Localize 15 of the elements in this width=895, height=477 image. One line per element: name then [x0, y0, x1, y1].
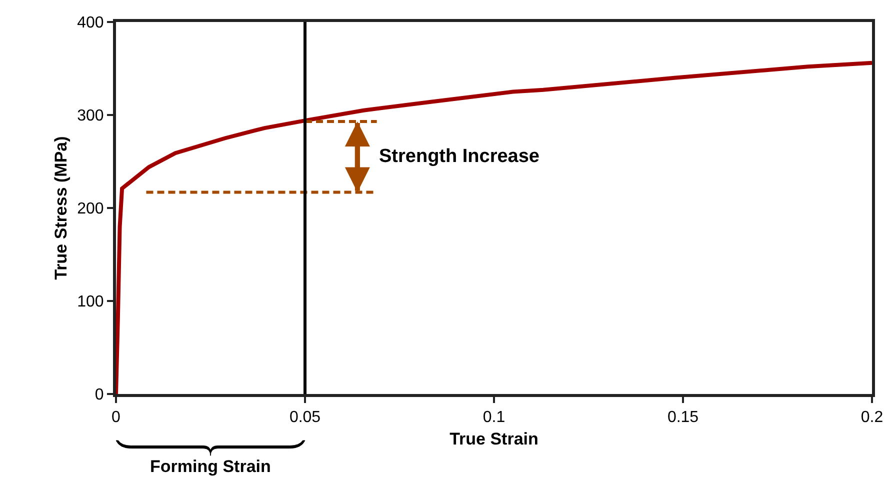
line-series [116, 60, 872, 394]
x-tick-label: 0.05 [289, 409, 321, 426]
y-tick-label: 100 [77, 294, 104, 311]
annotation: Strength Increase [379, 146, 540, 167]
y-tick-label: 300 [77, 108, 104, 125]
x-tick-label: 0 [112, 409, 121, 426]
text: Forming Strain [150, 457, 271, 476]
x-axis-title: True Strain [450, 430, 538, 449]
y-tick-label: 200 [77, 200, 104, 218]
x-tick-label: 0.1 [482, 409, 506, 426]
y-axis-title: True Stress (MPa) [52, 136, 71, 280]
x-tick-label: 0.2 [860, 409, 884, 426]
x-tick-label: 0.15 [667, 409, 699, 426]
y-tick-label: 0 [94, 386, 104, 404]
y-tick-label: 400 [77, 14, 104, 32]
